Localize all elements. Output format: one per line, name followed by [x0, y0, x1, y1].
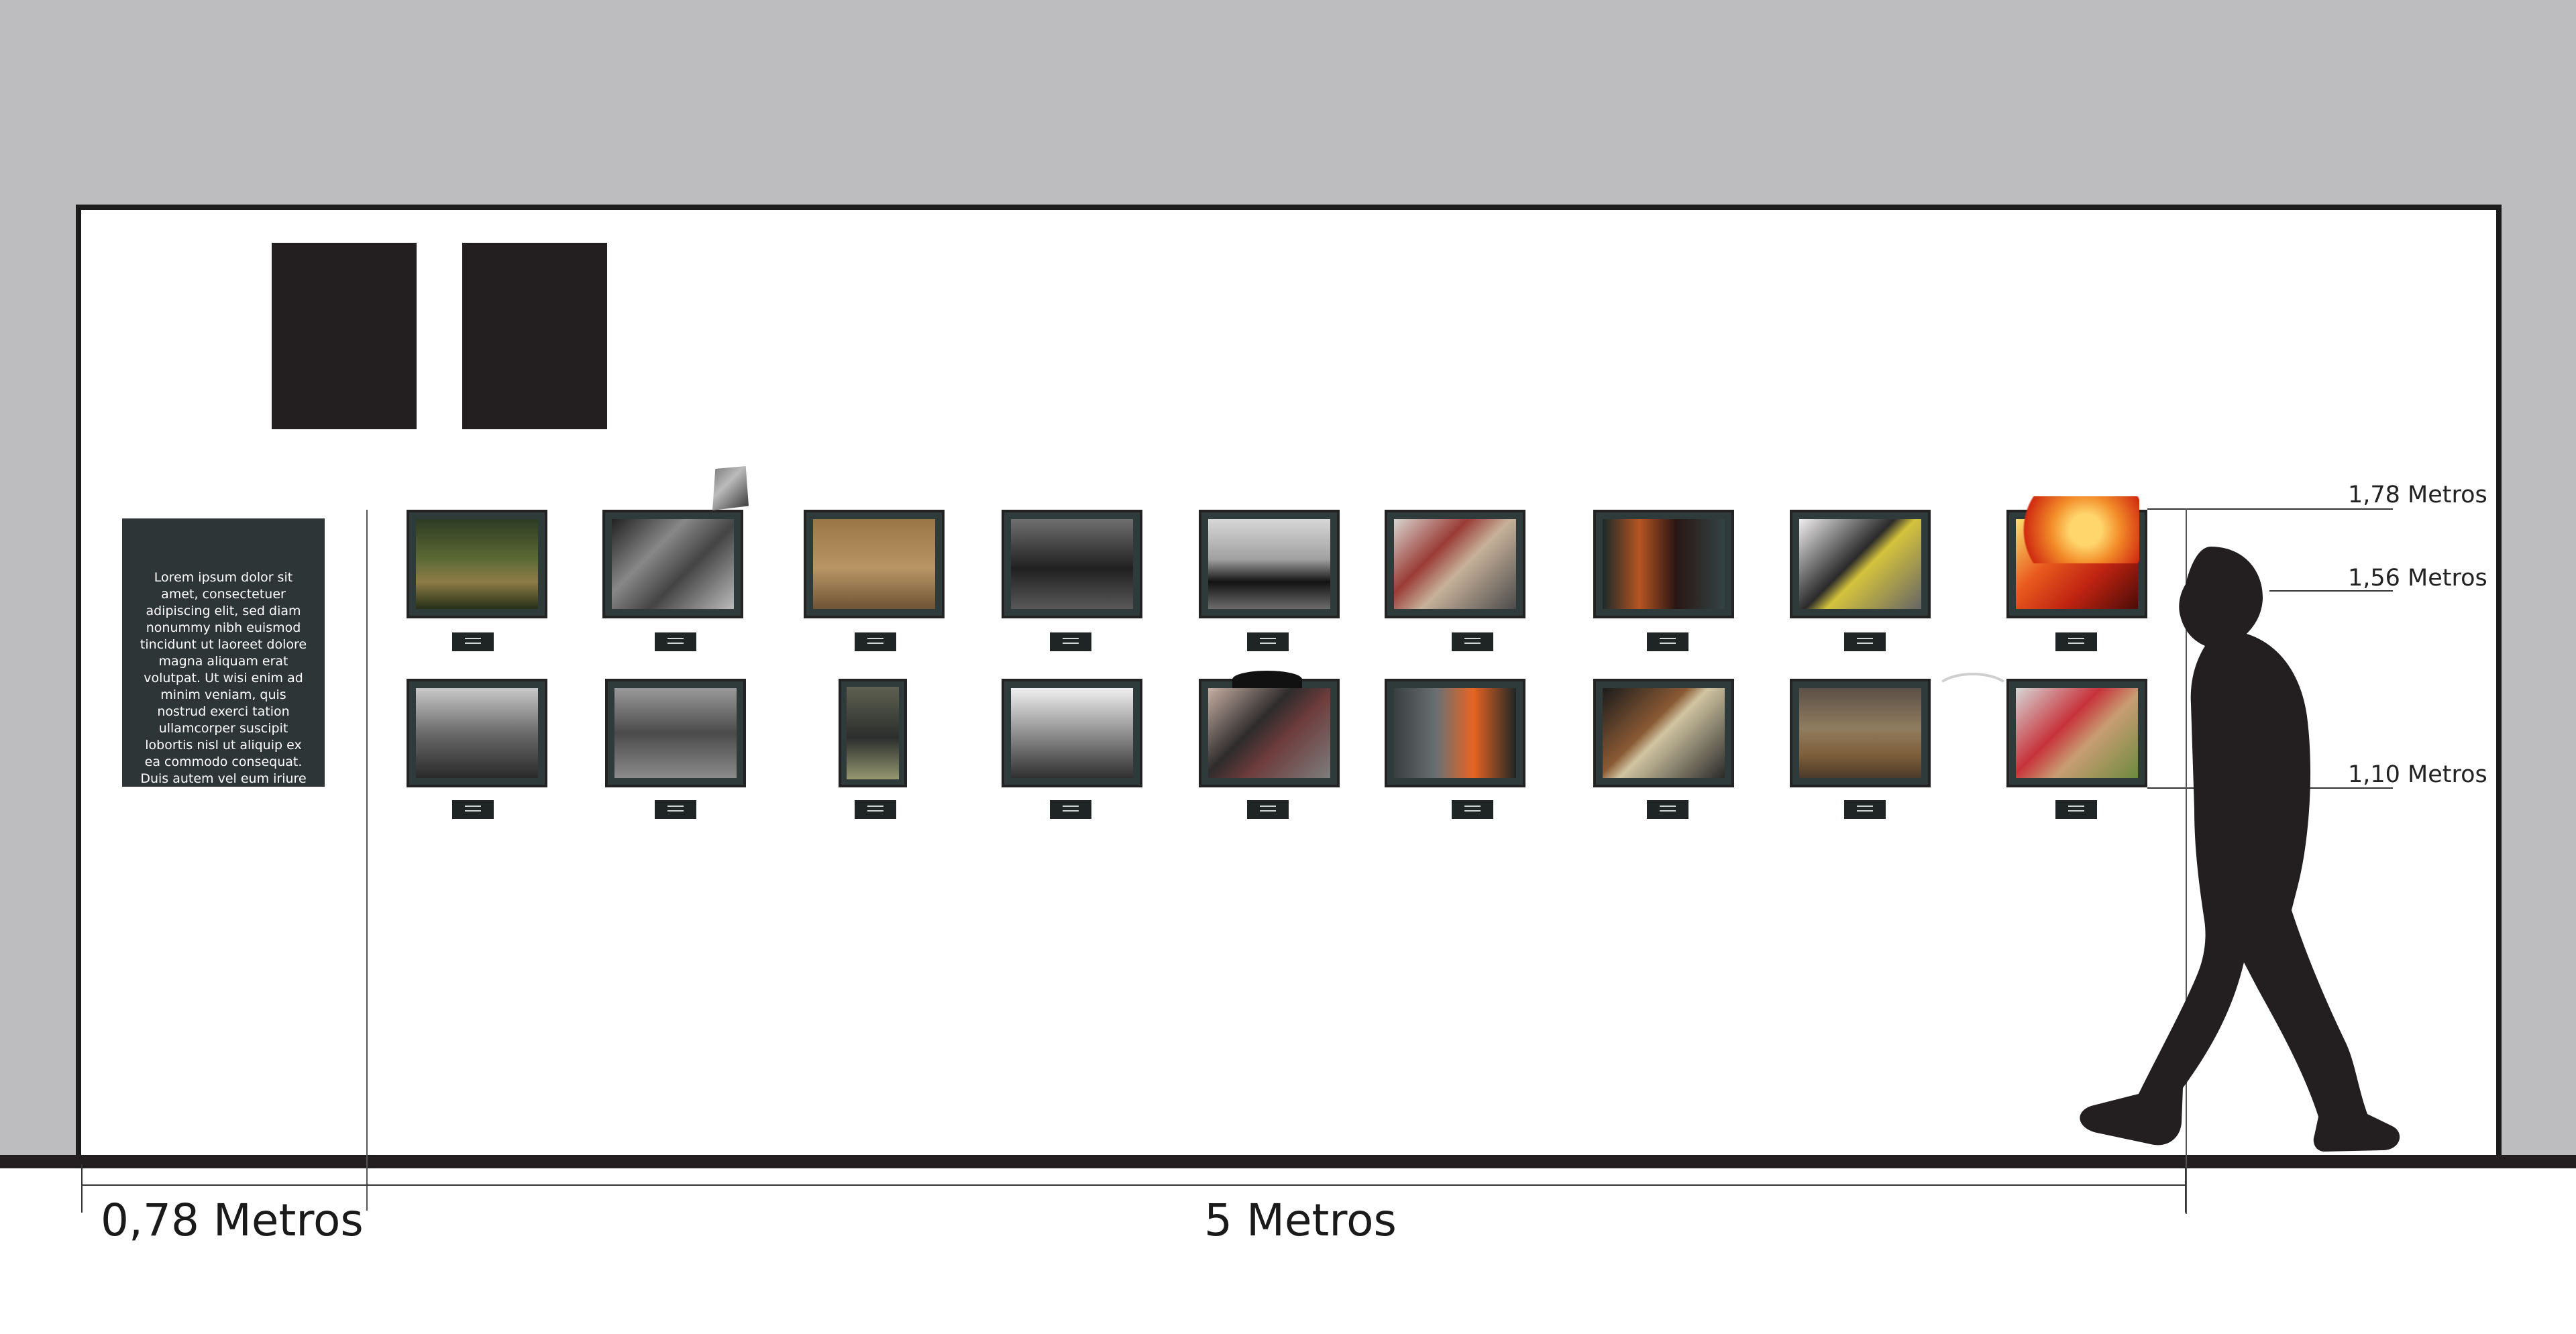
photo-frame-17 [1790, 679, 1931, 787]
caption-label-5 [1247, 632, 1289, 651]
photo-frame-18 [2006, 679, 2147, 787]
caption-label-2 [655, 632, 696, 651]
photo-frame-14 [1199, 679, 1340, 787]
photo-frame-12 [839, 679, 907, 787]
divider-line [366, 510, 368, 1211]
umbrella-shape [1232, 671, 1302, 688]
main-width-label: 5 Metros [1204, 1194, 1397, 1246]
background-left [0, 205, 78, 1155]
photo-11 [614, 688, 737, 778]
caption-label-3 [855, 632, 896, 651]
caption-label-4 [1050, 632, 1091, 651]
dark-panel-2 [462, 243, 607, 429]
height-label-178: 1,78 Metros [2348, 482, 2487, 508]
photo-frame-1 [407, 510, 547, 618]
water-jet-arc [1933, 673, 2012, 713]
background-right [2502, 205, 2576, 1155]
photo-frame-6 [1385, 510, 1525, 618]
photo-8 [1799, 519, 1921, 609]
photo-frame-15 [1385, 679, 1525, 787]
photo-16 [1603, 688, 1725, 778]
caption-label-17 [1844, 800, 1886, 819]
floor-line [0, 1155, 2576, 1168]
caption-label-14 [1247, 800, 1289, 819]
photo-frame-8 [1790, 510, 1931, 618]
photo-frame-13 [1002, 679, 1142, 787]
photo-frame-16 [1593, 679, 1734, 787]
caption-label-13 [1050, 800, 1091, 819]
photo-18 [2016, 688, 2138, 778]
dimension-tick-right [2185, 1164, 2186, 1213]
photo-1 [416, 519, 538, 609]
photo-5 [1208, 519, 1330, 609]
silhouette-shape [2080, 547, 2400, 1152]
photo-14 [1208, 688, 1330, 778]
caption-label-1 [452, 632, 494, 651]
caption-label-6 [1452, 632, 1493, 651]
info-text: Lorem ipsum dolor sit amet, consectetuer… [140, 570, 307, 803]
caption-label-10 [452, 800, 494, 819]
caption-label-9 [2055, 632, 2097, 651]
photo-17 [1799, 688, 1921, 778]
photo-6 [1394, 519, 1516, 609]
height-line-top [2147, 508, 2393, 510]
fire-effect [2005, 496, 2139, 563]
photo-12 [847, 687, 899, 779]
caption-label-16 [1647, 800, 1688, 819]
photo-15 [1394, 688, 1516, 778]
photo-frame-3 [804, 510, 945, 618]
height-line-middle [2269, 590, 2393, 592]
caption-label-7 [1647, 632, 1688, 651]
photo-frame-7 [1593, 510, 1734, 618]
photo-frame-5 [1199, 510, 1340, 618]
height-label-110: 1,10 Metros [2348, 761, 2487, 788]
photo-3 [813, 519, 935, 609]
photo-10 [416, 688, 538, 778]
photo-4 [1011, 519, 1133, 609]
human-silhouette [2080, 547, 2400, 1152]
caption-label-11 [655, 800, 696, 819]
photo-frame-11 [605, 679, 746, 787]
photo-13 [1011, 688, 1133, 778]
info-text-panel: Lorem ipsum dolor sit amet, consectetuer… [122, 518, 325, 803]
height-vertical-guide [2186, 508, 2187, 1214]
photo-frame-4 [1002, 510, 1142, 618]
photo-7 [1603, 519, 1725, 609]
mini-sculpture-1 [712, 466, 749, 510]
height-label-156: 1,56 Metros [2348, 565, 2487, 592]
caption-label-8 [1844, 632, 1886, 651]
dimension-line-main [81, 1184, 2186, 1186]
caption-label-15 [1452, 800, 1493, 819]
photo-frame-2 [602, 510, 743, 618]
background-top [0, 0, 2576, 205]
photo-2 [612, 519, 734, 609]
dark-panel-1 [272, 243, 417, 429]
left-width-label: 0,78 Metros [101, 1194, 364, 1246]
photo-frame-10 [407, 679, 547, 787]
caption-label-12 [855, 800, 896, 819]
dimension-tick-left [81, 1164, 83, 1213]
caption-label-18 [2055, 800, 2097, 819]
